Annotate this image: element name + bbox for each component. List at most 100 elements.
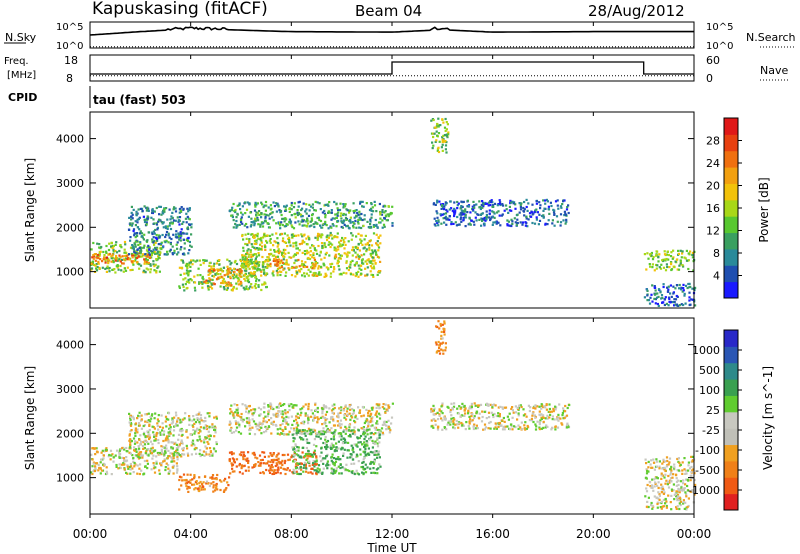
heatmap-cell — [161, 211, 164, 214]
heatmap-cell — [290, 427, 293, 430]
heatmap-cell — [487, 403, 490, 406]
heatmap-cell — [374, 224, 377, 227]
heatmap-cell — [276, 274, 279, 277]
heatmap-cell — [353, 263, 356, 266]
heatmap-cell — [311, 214, 314, 217]
heatmap-cell — [647, 257, 650, 260]
heatmap-cell — [90, 267, 94, 270]
heatmap-cell — [277, 250, 280, 253]
power-colorbar-swatch — [724, 248, 738, 266]
heatmap-cell — [242, 286, 245, 289]
heatmap-cell — [359, 217, 362, 220]
heatmap-cell — [321, 471, 324, 474]
heatmap-cell — [528, 419, 531, 422]
heatmap-cell — [353, 419, 356, 423]
heatmap-cell — [496, 204, 499, 207]
heatmap-cell — [441, 337, 444, 340]
heatmap-cell — [112, 250, 115, 253]
heatmap-cell — [168, 236, 171, 239]
heatmap-cell — [115, 241, 118, 244]
heatmap-cell — [187, 278, 190, 281]
heatmap-cell — [650, 254, 653, 257]
heatmap-cell — [253, 253, 256, 256]
heatmap-cell — [239, 432, 243, 435]
heatmap-cell — [129, 424, 133, 427]
heatmap-cell — [137, 255, 140, 258]
heatmap-cell — [678, 491, 681, 494]
heatmap-cell — [207, 286, 210, 289]
heatmap-cell — [199, 274, 202, 277]
heatmap-cell — [108, 259, 111, 262]
heatmap-cell — [125, 446, 128, 450]
heatmap-cell — [343, 241, 346, 244]
heatmap-cell — [339, 458, 342, 461]
heatmap-cell — [444, 215, 447, 218]
heatmap-cell — [674, 287, 677, 290]
heatmap-cell — [227, 268, 230, 271]
heatmap-cell — [339, 243, 342, 246]
heatmap-cell — [519, 203, 522, 207]
heatmap-cell — [389, 429, 392, 432]
heatmap-cell — [257, 284, 260, 287]
heatmap-cell — [358, 409, 362, 412]
heatmap-cell — [161, 422, 164, 425]
heatmap-cell — [245, 410, 248, 413]
heatmap-cell — [315, 455, 318, 458]
heatmap-cell — [539, 414, 542, 417]
heatmap-cell — [297, 431, 300, 434]
heatmap-cell — [198, 438, 202, 441]
heatmap-cell — [436, 411, 439, 414]
heatmap-cell — [544, 426, 547, 429]
heatmap-cell — [337, 219, 340, 223]
heatmap-cell — [229, 263, 232, 266]
heatmap-cell — [339, 257, 342, 260]
heatmap-cell — [314, 463, 318, 466]
heatmap-cell — [560, 206, 563, 209]
heatmap-cell — [97, 256, 100, 260]
heatmap-cell — [245, 459, 248, 462]
heatmap-cell — [195, 482, 199, 485]
heatmap-cell — [288, 221, 291, 224]
heatmap-cell — [203, 280, 206, 283]
velocity-heatmap — [90, 320, 697, 511]
heatmap-cell — [259, 243, 262, 246]
heatmap-cell — [124, 257, 127, 260]
heatmap-cell — [147, 448, 150, 451]
heatmap-cell — [500, 214, 503, 217]
heatmap-cell — [279, 211, 282, 214]
heatmap-cell — [436, 428, 440, 431]
heatmap-cell — [313, 429, 317, 432]
heatmap-cell — [167, 412, 171, 415]
heatmap-cell — [302, 422, 305, 425]
heatmap-cell — [559, 224, 562, 227]
heatmap-cell — [319, 437, 322, 440]
heatmap-cell — [453, 402, 456, 405]
heatmap-cell — [321, 412, 324, 415]
freq-panel: Freq. [MHz] 18 8 60 0 Nave — [4, 54, 790, 85]
heatmap-cell — [506, 223, 509, 226]
heatmap-cell — [356, 436, 359, 439]
heatmap-cell — [243, 260, 246, 263]
heatmap-cell — [196, 274, 199, 277]
power-colorbar-swatch — [724, 232, 738, 250]
heatmap-cell — [321, 458, 324, 461]
heatmap-cell — [247, 232, 250, 235]
heatmap-cell — [103, 463, 106, 466]
heatmap-cell — [244, 287, 247, 290]
heatmap-cell — [353, 471, 356, 474]
heatmap-cell — [369, 223, 372, 226]
heatmap-cell — [105, 270, 108, 273]
heatmap-cell — [152, 209, 155, 213]
heatmap-cell — [149, 264, 152, 267]
heatmap-cell — [483, 217, 486, 220]
heatmap-cell — [162, 226, 165, 229]
heatmap-cell — [121, 255, 124, 258]
heatmap-cell — [184, 412, 187, 415]
heatmap-cell — [177, 445, 180, 448]
heatmap-cell — [491, 223, 494, 226]
heatmap-cell — [311, 267, 314, 270]
heatmap-cell — [346, 255, 349, 258]
heatmap-cell — [324, 416, 327, 420]
heatmap-cell — [292, 471, 295, 474]
heatmap-cell — [349, 209, 352, 212]
